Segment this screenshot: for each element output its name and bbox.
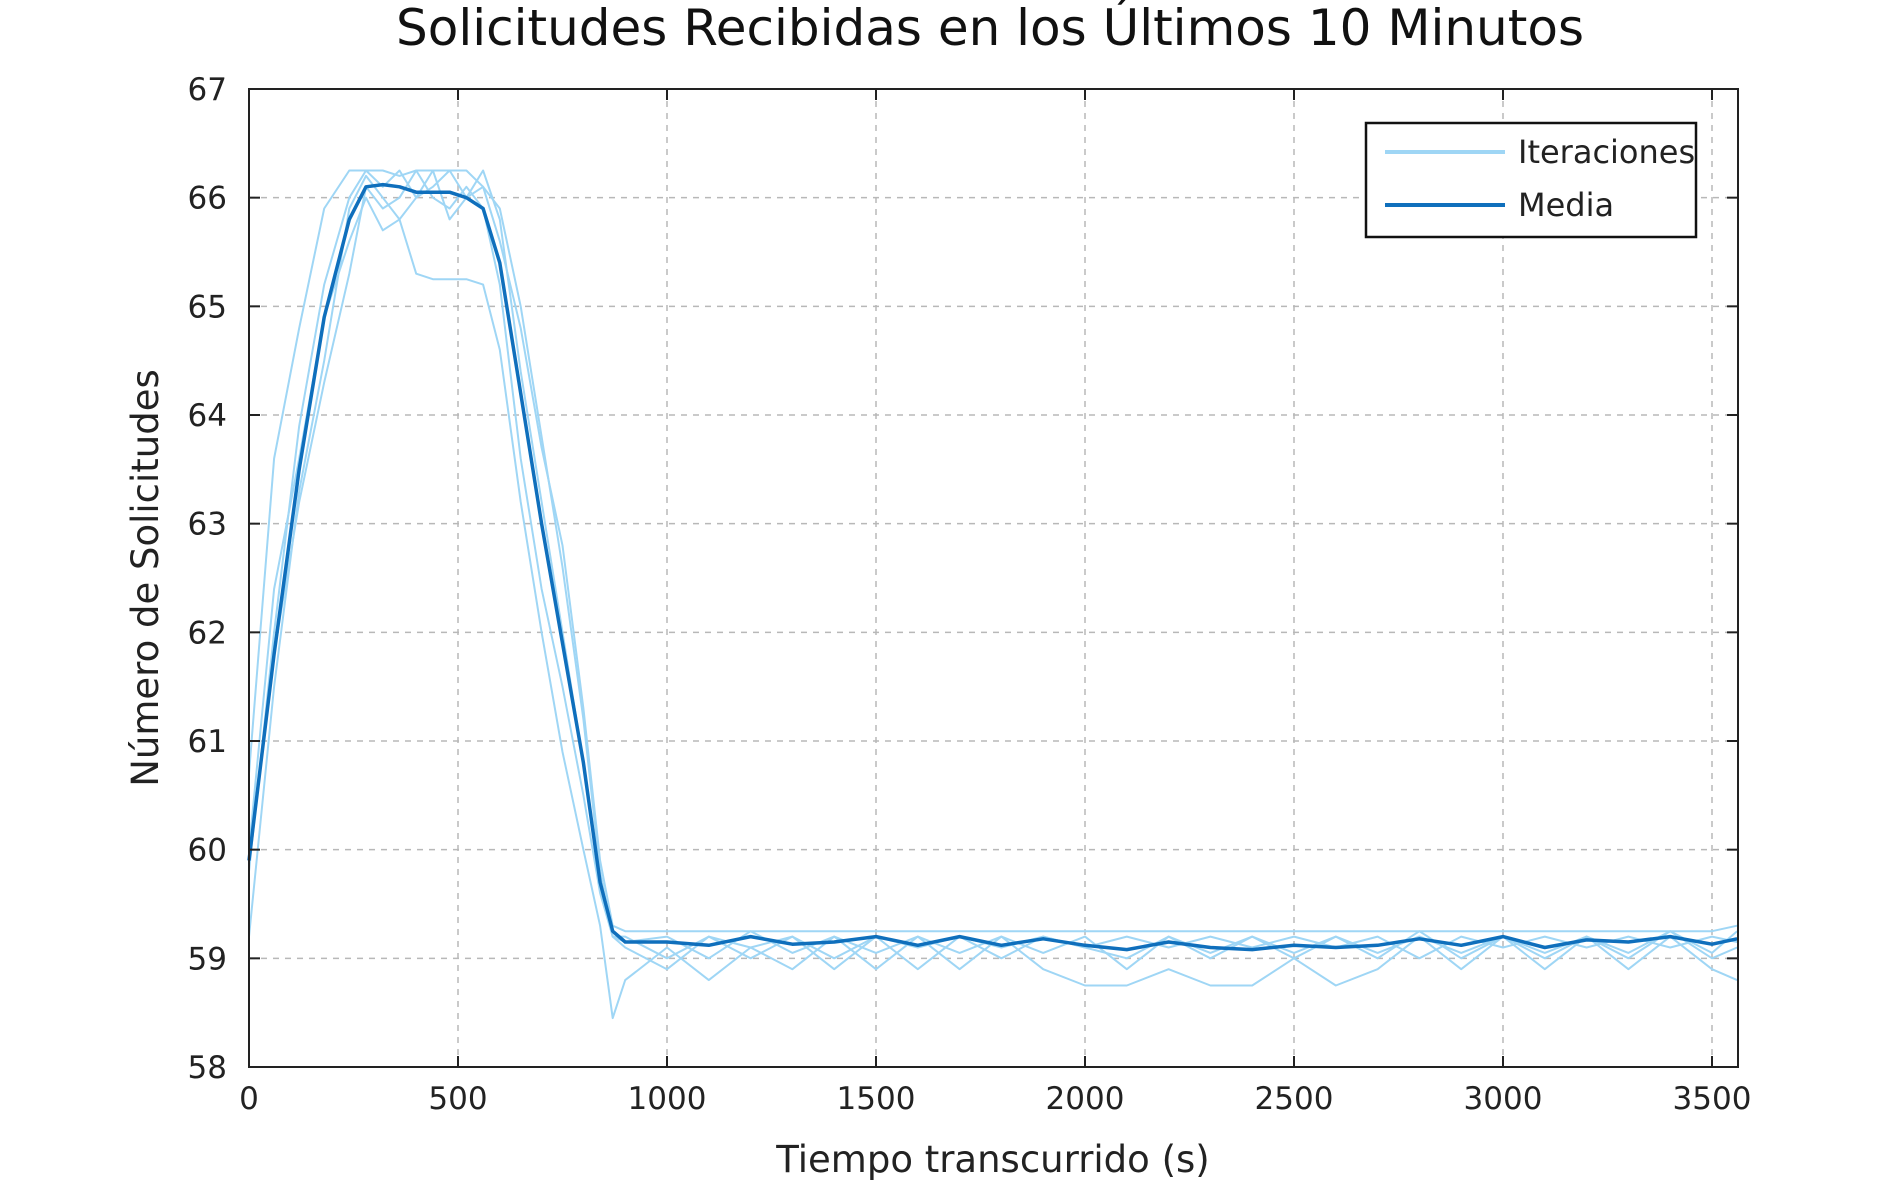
y-tick-label: 62 bbox=[188, 615, 227, 651]
x-tick-label: 0 bbox=[239, 1081, 259, 1117]
plot-frame bbox=[248, 88, 1739, 1068]
y-tick-label: 59 bbox=[188, 941, 227, 977]
x-tick-label: 2000 bbox=[1046, 1081, 1125, 1117]
y-tick-label: 64 bbox=[188, 398, 227, 434]
legend-label-media: Media bbox=[1518, 186, 1614, 224]
y-tick-label: 60 bbox=[188, 833, 227, 869]
y-tick-label: 63 bbox=[188, 507, 227, 543]
x-tick-label: 3500 bbox=[1673, 1081, 1752, 1117]
legend-box bbox=[1364, 121, 1698, 239]
x-tick-label: 500 bbox=[428, 1081, 487, 1117]
grid-layer bbox=[249, 89, 1738, 1067]
x-tick-label: 1000 bbox=[628, 1081, 707, 1117]
series-layer bbox=[247, 169, 1738, 1020]
legend: Iteraciones Media bbox=[1364, 121, 1698, 239]
y-tick-label: 65 bbox=[188, 289, 227, 325]
y-tick-label: 58 bbox=[188, 1050, 227, 1086]
series-line-iteracion-3 bbox=[248, 169, 1738, 971]
y-tick-label: 66 bbox=[188, 181, 227, 217]
x-tick-label: 1500 bbox=[837, 1081, 916, 1117]
x-tick-label: 3000 bbox=[1464, 1081, 1543, 1117]
y-axis-label: Número de Solicitudes bbox=[124, 369, 167, 787]
y-tick-label: 67 bbox=[188, 72, 227, 108]
tick-layer: 0 500 1000 1500 2000 2500 3000 3500 58 59 60 61 62 63… bbox=[188, 72, 1752, 1117]
legend-label-iteraciones: Iteraciones bbox=[1518, 133, 1695, 171]
y-tick-label: 61 bbox=[188, 724, 227, 760]
series-line-media bbox=[247, 182, 1738, 952]
x-tick-label: 2500 bbox=[1255, 1081, 1334, 1117]
x-axis-label: Tiempo transcurrido (s) bbox=[775, 1138, 1209, 1181]
chart-title: Solicitudes Recibidas en los Últimos 10 … bbox=[396, 0, 1584, 57]
series-line-iteracion-1 bbox=[248, 169, 1738, 933]
series-line-iteracion-2 bbox=[248, 174, 1738, 1020]
